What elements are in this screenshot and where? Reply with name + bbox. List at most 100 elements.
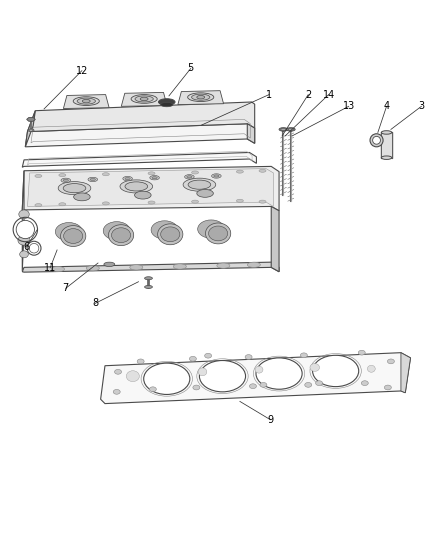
- Ellipse shape: [125, 177, 130, 180]
- Ellipse shape: [193, 385, 200, 390]
- Polygon shape: [22, 152, 256, 167]
- Ellipse shape: [217, 263, 230, 268]
- Ellipse shape: [28, 129, 34, 132]
- Ellipse shape: [112, 228, 131, 243]
- Ellipse shape: [161, 102, 173, 107]
- Ellipse shape: [18, 236, 30, 245]
- Ellipse shape: [191, 171, 198, 174]
- Ellipse shape: [16, 220, 35, 239]
- Ellipse shape: [191, 94, 210, 100]
- Ellipse shape: [88, 177, 98, 182]
- Ellipse shape: [256, 358, 302, 389]
- Ellipse shape: [381, 131, 392, 134]
- Ellipse shape: [148, 172, 155, 175]
- Polygon shape: [27, 117, 35, 122]
- Text: 11: 11: [44, 263, 56, 273]
- Ellipse shape: [82, 99, 90, 103]
- Ellipse shape: [152, 176, 157, 179]
- Ellipse shape: [86, 265, 99, 271]
- Polygon shape: [28, 168, 273, 206]
- Ellipse shape: [59, 174, 66, 176]
- Ellipse shape: [134, 191, 151, 199]
- Ellipse shape: [29, 244, 39, 253]
- Ellipse shape: [281, 128, 286, 131]
- Ellipse shape: [126, 371, 139, 382]
- Ellipse shape: [145, 277, 152, 280]
- Ellipse shape: [131, 94, 157, 103]
- Polygon shape: [22, 262, 279, 272]
- Polygon shape: [178, 91, 223, 104]
- Text: 3: 3: [418, 101, 424, 111]
- Ellipse shape: [208, 226, 228, 241]
- Ellipse shape: [103, 222, 130, 240]
- Ellipse shape: [104, 262, 115, 266]
- Ellipse shape: [20, 251, 28, 258]
- Ellipse shape: [198, 220, 225, 238]
- Text: 12: 12: [76, 66, 88, 76]
- Ellipse shape: [74, 193, 90, 201]
- Ellipse shape: [187, 93, 214, 102]
- Ellipse shape: [259, 169, 266, 172]
- Ellipse shape: [255, 366, 263, 373]
- Ellipse shape: [63, 179, 68, 181]
- Ellipse shape: [260, 383, 267, 387]
- Ellipse shape: [259, 200, 266, 203]
- Text: 7: 7: [63, 283, 69, 293]
- Text: 9: 9: [267, 415, 273, 425]
- Ellipse shape: [279, 128, 288, 131]
- Ellipse shape: [198, 368, 207, 376]
- Polygon shape: [22, 166, 279, 211]
- Ellipse shape: [247, 262, 260, 268]
- Ellipse shape: [73, 97, 99, 106]
- Polygon shape: [247, 124, 254, 143]
- Ellipse shape: [305, 383, 312, 387]
- Ellipse shape: [115, 369, 121, 374]
- Ellipse shape: [367, 365, 375, 372]
- Ellipse shape: [29, 130, 32, 131]
- Ellipse shape: [237, 199, 244, 203]
- Ellipse shape: [145, 286, 152, 288]
- Ellipse shape: [313, 356, 359, 386]
- Ellipse shape: [197, 95, 205, 99]
- Polygon shape: [25, 124, 254, 147]
- Ellipse shape: [137, 359, 144, 364]
- Ellipse shape: [199, 360, 246, 392]
- Ellipse shape: [51, 266, 64, 272]
- Ellipse shape: [60, 225, 86, 246]
- Text: 5: 5: [187, 63, 194, 74]
- Ellipse shape: [183, 178, 216, 191]
- Ellipse shape: [250, 384, 256, 389]
- Ellipse shape: [148, 201, 155, 204]
- Ellipse shape: [55, 223, 82, 241]
- Ellipse shape: [102, 173, 110, 176]
- Text: 2: 2: [305, 90, 311, 100]
- Polygon shape: [121, 92, 167, 107]
- Ellipse shape: [191, 200, 198, 203]
- Polygon shape: [381, 133, 392, 158]
- Ellipse shape: [19, 210, 29, 219]
- Ellipse shape: [90, 179, 95, 181]
- Polygon shape: [28, 102, 254, 132]
- Text: 8: 8: [92, 298, 98, 309]
- Ellipse shape: [158, 224, 183, 245]
- Text: 13: 13: [343, 101, 355, 111]
- Ellipse shape: [150, 175, 159, 180]
- Ellipse shape: [205, 353, 212, 358]
- Ellipse shape: [381, 156, 392, 159]
- Ellipse shape: [125, 182, 148, 191]
- Ellipse shape: [388, 359, 394, 364]
- Text: 6: 6: [24, 242, 30, 252]
- Ellipse shape: [237, 170, 244, 173]
- Ellipse shape: [63, 183, 86, 193]
- Ellipse shape: [64, 229, 83, 244]
- Polygon shape: [25, 111, 35, 147]
- Ellipse shape: [58, 182, 91, 195]
- Polygon shape: [101, 353, 410, 403]
- Ellipse shape: [300, 353, 307, 358]
- Ellipse shape: [159, 99, 175, 105]
- Ellipse shape: [35, 174, 42, 177]
- Ellipse shape: [61, 178, 71, 182]
- Ellipse shape: [373, 136, 381, 144]
- Ellipse shape: [35, 204, 42, 207]
- Ellipse shape: [245, 354, 252, 359]
